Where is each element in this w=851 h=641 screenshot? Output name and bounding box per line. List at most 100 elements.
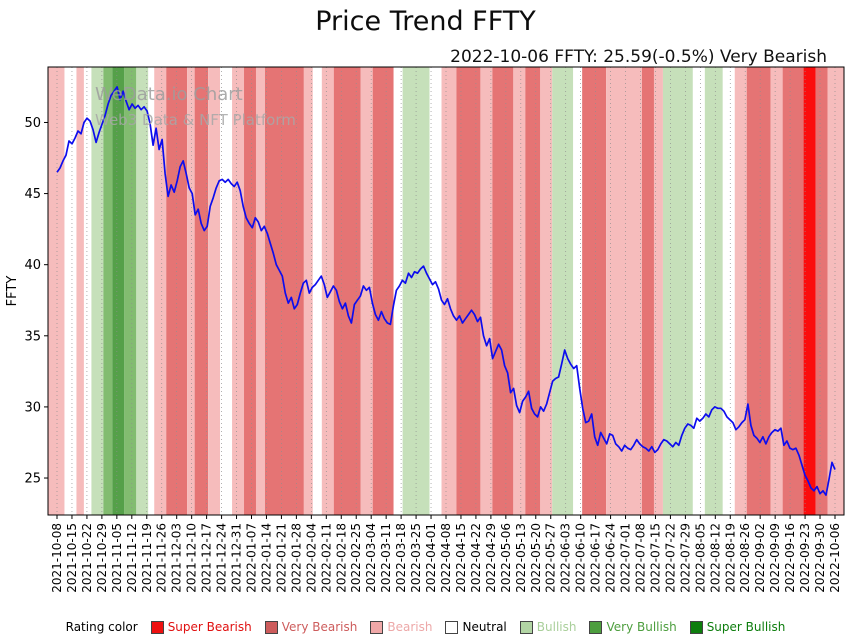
x-tick-label: 2022-04-08	[439, 523, 453, 593]
x-tick-label: 2021-12-03	[170, 523, 184, 593]
legend-swatch	[689, 620, 703, 634]
rating-band-neutral	[64, 67, 77, 515]
rating-band-very_bearish	[372, 67, 394, 515]
rating-band-neutral	[722, 67, 735, 515]
x-tick-label: 2022-07-22	[663, 523, 677, 593]
rating-band-bearish	[480, 67, 493, 515]
x-tick-label: 2022-07-15	[648, 523, 662, 593]
x-tick-label: 2022-03-11	[379, 523, 393, 593]
x-tick-label: 2022-06-24	[604, 523, 618, 593]
rating-band-very_bearish	[194, 67, 209, 515]
x-tick-label: 2022-06-17	[589, 523, 603, 593]
x-tick-label: 2021-12-10	[185, 523, 199, 593]
x-tick-label: 2022-04-15	[454, 523, 468, 593]
y-tick-label: 35	[24, 329, 41, 344]
rating-band-bearish	[734, 67, 747, 515]
legend-item-label: Very Bearish	[281, 620, 358, 634]
x-tick-label: 2022-03-25	[409, 523, 423, 593]
page-title: Price Trend FFTY	[315, 6, 536, 37]
x-tick-label: 2022-09-09	[768, 523, 782, 593]
rating-band-neutral	[573, 67, 583, 515]
rating-band-very_bearish	[815, 67, 828, 515]
legend-item-label: Super Bullish	[706, 620, 786, 634]
x-tick-label: 2022-08-05	[693, 523, 707, 593]
rating-band-bearish	[232, 67, 245, 515]
rating-band-neutral	[220, 67, 233, 515]
rating-band-very_bearish	[333, 67, 361, 515]
x-tick-label: 2022-08-12	[708, 523, 722, 593]
legend-item-label: Neutral	[462, 620, 507, 634]
chart-subtitle: 2022-10-06 FFTY: 25.59(-0.5%) Very Beari…	[450, 47, 827, 67]
x-tick-label: 2021-11-12	[125, 523, 139, 593]
x-tick-label: 2021-10-15	[65, 523, 79, 593]
x-tick-label: 2021-10-08	[50, 523, 64, 593]
x-tick-label: 2022-07-01	[619, 523, 633, 593]
legend-item: Super Bearish	[150, 620, 252, 634]
legend-swatch	[264, 620, 278, 634]
rating-band-bearish	[321, 67, 334, 515]
x-tick-label: 2022-06-10	[574, 523, 588, 593]
x-tick-label: 2021-11-26	[155, 523, 169, 593]
rating-band-bearish	[540, 67, 553, 515]
legend-item: Bullish	[519, 620, 577, 634]
y-tick-label: 45	[24, 187, 41, 202]
rating-band-very_bearish	[746, 67, 771, 515]
rating-band-super_bullish	[112, 67, 125, 515]
legend-item-label: Bullish	[536, 620, 577, 634]
x-tick-label: 2022-07-08	[634, 523, 648, 593]
x-tick-label: 2022-02-18	[334, 523, 348, 593]
y-axis-label: FFTY	[5, 276, 20, 307]
y-tick-label: 40	[24, 258, 41, 273]
x-tick-label: 2022-05-06	[499, 523, 513, 593]
legend-item-label: Super Bearish	[167, 620, 252, 634]
rating-band-bearish	[208, 67, 221, 515]
rating-band-super_bearish	[803, 67, 816, 515]
x-tick-label: 2022-08-26	[738, 523, 752, 593]
rating-band-neutral	[429, 67, 442, 515]
y-tick-label: 50	[24, 116, 41, 131]
x-tick-label: 2021-12-24	[215, 523, 229, 593]
legend-item-label: Bearish	[387, 620, 433, 634]
legend-items: Super Bearish Very Bearish Bearish Neutral B…	[150, 620, 786, 634]
x-tick-label: 2022-09-23	[798, 523, 812, 593]
x-tick-label: 2022-04-22	[469, 523, 483, 593]
price-line	[56, 86, 836, 496]
rating-band-very_bearish	[525, 67, 541, 515]
rating-band-neutral	[393, 67, 403, 515]
rating-band-bearish	[441, 67, 457, 515]
rating-band-very_bearish	[244, 67, 256, 515]
x-tick-label: 2021-10-22	[80, 523, 94, 593]
rating-band-very_bearish	[641, 67, 654, 515]
x-tick-label: 2022-02-25	[349, 523, 363, 593]
x-tick-label: 2022-01-28	[289, 523, 303, 593]
x-tick-label: 2022-09-02	[753, 523, 767, 593]
y-tick-label: 30	[24, 400, 41, 415]
x-tick-label: 2022-04-01	[424, 523, 438, 593]
rating-band-bullish	[662, 67, 693, 515]
rating-band-very_bearish	[782, 67, 804, 515]
x-tick-label: 2021-10-29	[95, 523, 109, 593]
legend-swatch	[370, 620, 384, 634]
rating-band-bearish	[187, 67, 195, 515]
rating-band-bearish	[770, 67, 783, 515]
x-tick-label: 2022-06-03	[559, 523, 573, 593]
x-tick-label: 2021-12-17	[200, 523, 214, 593]
x-tick-label: 2021-12-31	[230, 523, 244, 593]
x-tick-label: 2022-02-04	[304, 523, 318, 593]
legend: Rating color Super Bearish Very Bearish Be…	[0, 620, 851, 634]
x-tick-label: 2021-11-05	[110, 523, 124, 593]
y-tick-label: 25	[24, 472, 41, 487]
x-tick-label: 2022-01-21	[274, 523, 288, 593]
x-tick-label: 2022-01-14	[259, 523, 273, 593]
x-tick-label: 2022-01-07	[245, 523, 259, 593]
x-tick-label: 2022-02-11	[319, 523, 333, 593]
rating-band-bearish	[827, 67, 844, 515]
rating-band-very_bullish	[103, 67, 113, 515]
legend-item: Bearish	[370, 620, 432, 634]
legend-swatch	[445, 620, 459, 634]
rating-band-bearish	[653, 67, 663, 515]
rating-band-bearish	[48, 67, 65, 515]
rating-band-bullish	[552, 67, 574, 515]
